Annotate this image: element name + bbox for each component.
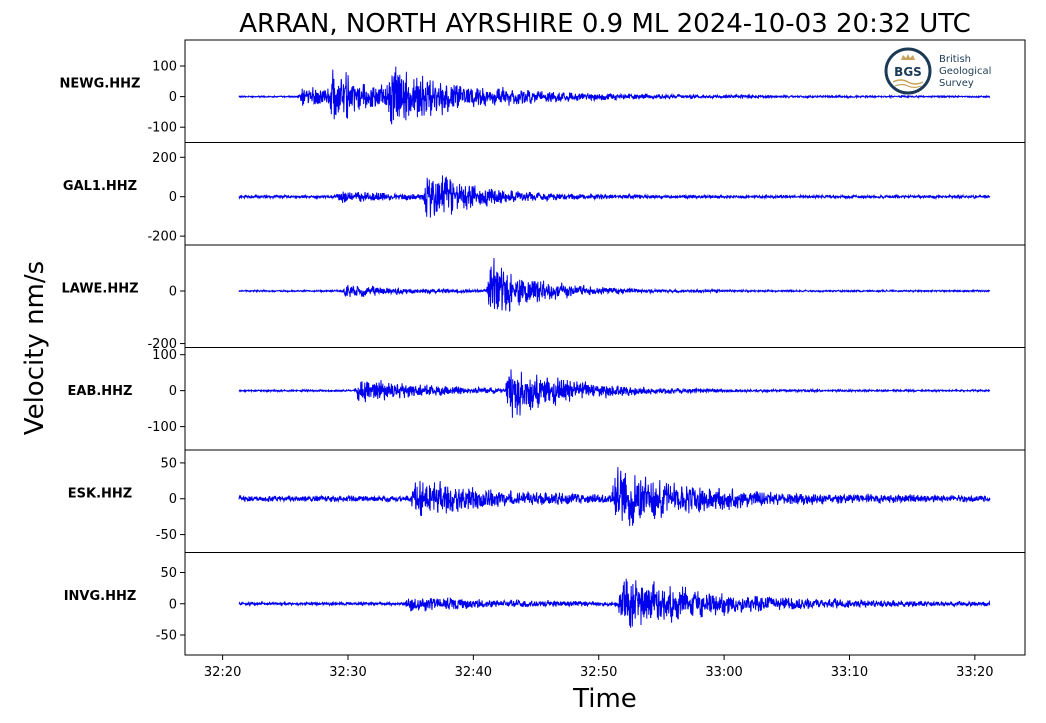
- station-label: ESK.HHZ: [68, 486, 132, 501]
- y-tick-label: 0: [169, 284, 177, 299]
- waveform-trace: [238, 175, 991, 218]
- waveform-trace: [238, 467, 991, 526]
- waveform-trace: [238, 66, 991, 125]
- logo-line-3: Survey: [939, 78, 974, 89]
- station-panel: 50 0 -50 ESK.HHZ: [68, 449, 1026, 553]
- chart-title: ARRAN, NORTH AYRSHIRE 0.9 ML 2024-10-03 …: [239, 9, 971, 39]
- y-tick-label: 50: [160, 456, 177, 471]
- bgs-logo: BGS British Geological Survey: [884, 47, 991, 95]
- y-tick-label: 0: [169, 90, 177, 105]
- y-tick-label: -100: [147, 420, 177, 435]
- x-tick-label: 32:20: [204, 665, 241, 680]
- logo-wave: [894, 83, 922, 89]
- logo-ring: [884, 47, 932, 95]
- panel-frame: [184, 244, 1026, 348]
- x-tick-label: 32:40: [455, 665, 492, 680]
- x-tick-label: 32:30: [329, 665, 366, 680]
- x-tick-label: 33:20: [956, 665, 993, 680]
- station-panel: 0 -200 LAWE.HHZ: [61, 244, 1026, 352]
- x-axis: 32:20 32:30 32:40 32:50 33:00 33:10 33:20: [204, 655, 994, 680]
- waveform-trace: [238, 578, 991, 628]
- y-tick-label: -100: [147, 121, 177, 136]
- panel-frame: [184, 142, 1026, 246]
- x-tick-label: 32:50: [580, 665, 617, 680]
- logo-initials: BGS: [894, 65, 922, 79]
- x-axis-label: Time: [572, 684, 637, 714]
- station-panel: 100 0 -100 EAB.HHZ: [68, 347, 1026, 451]
- y-tick-label: -50: [156, 629, 177, 644]
- station-panel: 50 0 -50 INVG.HHZ: [64, 552, 1026, 656]
- station-label: LAWE.HHZ: [61, 281, 138, 296]
- station-panel: 200 0 -200 GAL1.HHZ: [63, 142, 1026, 246]
- logo-line-1: British: [939, 54, 971, 65]
- y-tick-label: 0: [169, 384, 177, 399]
- y-tick-label: 100: [152, 60, 177, 75]
- station-label: NEWG.HHZ: [60, 76, 141, 91]
- station-label: INVG.HHZ: [64, 589, 137, 604]
- y-axis-label: Velocity nm/s: [20, 261, 50, 435]
- station-label: GAL1.HHZ: [63, 179, 137, 194]
- y-tick-label: 100: [152, 348, 177, 363]
- y-tick-label: -200: [147, 337, 177, 352]
- y-tick-label: 50: [160, 566, 177, 581]
- logo-line-2: Geological: [939, 66, 991, 77]
- station-label: EAB.HHZ: [68, 384, 133, 399]
- panel-frame: [184, 347, 1026, 451]
- y-tick-label: 0: [169, 190, 177, 205]
- crown-icon: [901, 54, 915, 60]
- y-tick-label: -50: [156, 528, 177, 543]
- x-tick-label: 33:00: [705, 665, 742, 680]
- y-tick-label: 0: [169, 492, 177, 507]
- waveform-trace: [238, 369, 991, 418]
- y-tick-label: 200: [152, 151, 177, 166]
- logo-wave: [892, 79, 924, 85]
- waveform-trace: [238, 257, 991, 312]
- y-tick-label: 0: [169, 597, 177, 612]
- station-panel: 100 0 -100 NEWG.HHZ: [60, 39, 1026, 143]
- x-tick-label: 33:10: [831, 665, 868, 680]
- y-tick-label: -200: [147, 230, 177, 245]
- station-panels: 100 0 -100 NEWG.HHZ 200 0 -200 GAL1.HHZ 0 -200 LAW…: [60, 39, 1026, 656]
